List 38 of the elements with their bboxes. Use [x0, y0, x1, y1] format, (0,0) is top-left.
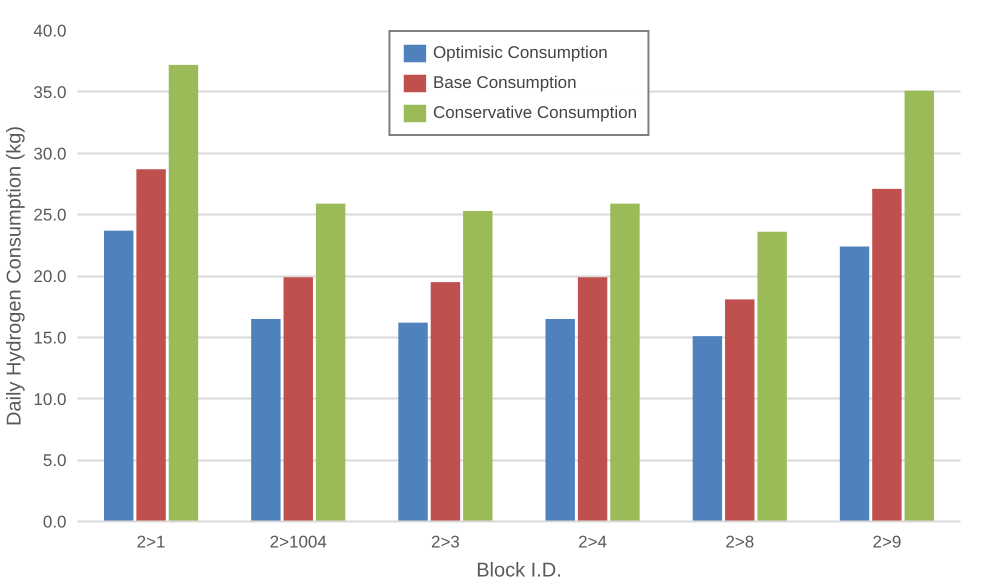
x-axis-title: Block I.D.: [476, 560, 562, 582]
y-tick-label: 10.0: [33, 390, 67, 409]
bar: [578, 277, 608, 522]
bar: [398, 322, 428, 522]
x-tick-label: 2>8: [725, 532, 754, 552]
bar: [692, 336, 722, 522]
bar: [168, 64, 198, 522]
y-tick-label: 30.0: [33, 144, 67, 164]
bar: [284, 277, 313, 522]
bar: [316, 204, 346, 522]
legend-label: Base Consumption: [432, 73, 577, 93]
bar: [545, 318, 575, 522]
x-tick-label: 2>1004: [270, 532, 327, 552]
bar: [872, 188, 902, 522]
bar: [136, 169, 166, 522]
bar: [430, 282, 460, 522]
bar: [725, 299, 754, 522]
bar: [610, 204, 640, 522]
bar: [104, 230, 134, 522]
y-tick-label: 40.0: [33, 22, 67, 40]
x-tick-label: 2>3: [431, 532, 460, 552]
bar: [251, 318, 281, 522]
bar: [904, 90, 934, 522]
x-tick-label: 2>4: [578, 532, 608, 552]
y-tick-label: 20.0: [33, 267, 67, 286]
bar: [463, 210, 493, 522]
y-tick-label: 25.0: [33, 206, 67, 225]
legend-label: Conservative Consumption: [432, 103, 638, 123]
y-tick-label: 0.0: [42, 512, 67, 532]
y-tick-label: 15.0: [33, 328, 67, 348]
bar: [757, 232, 787, 522]
legend-label: Optimisic Consumption: [432, 43, 608, 63]
x-tick-label: 2>1: [136, 532, 166, 552]
y-tick-label: 35.0: [33, 82, 67, 102]
bar: [840, 246, 870, 522]
y-tick-label: 5.0: [42, 451, 67, 470]
x-tick-label: 2>9: [872, 532, 902, 552]
y-axis-title: Daily Hydrogen Consumption (kg): [3, 126, 26, 426]
